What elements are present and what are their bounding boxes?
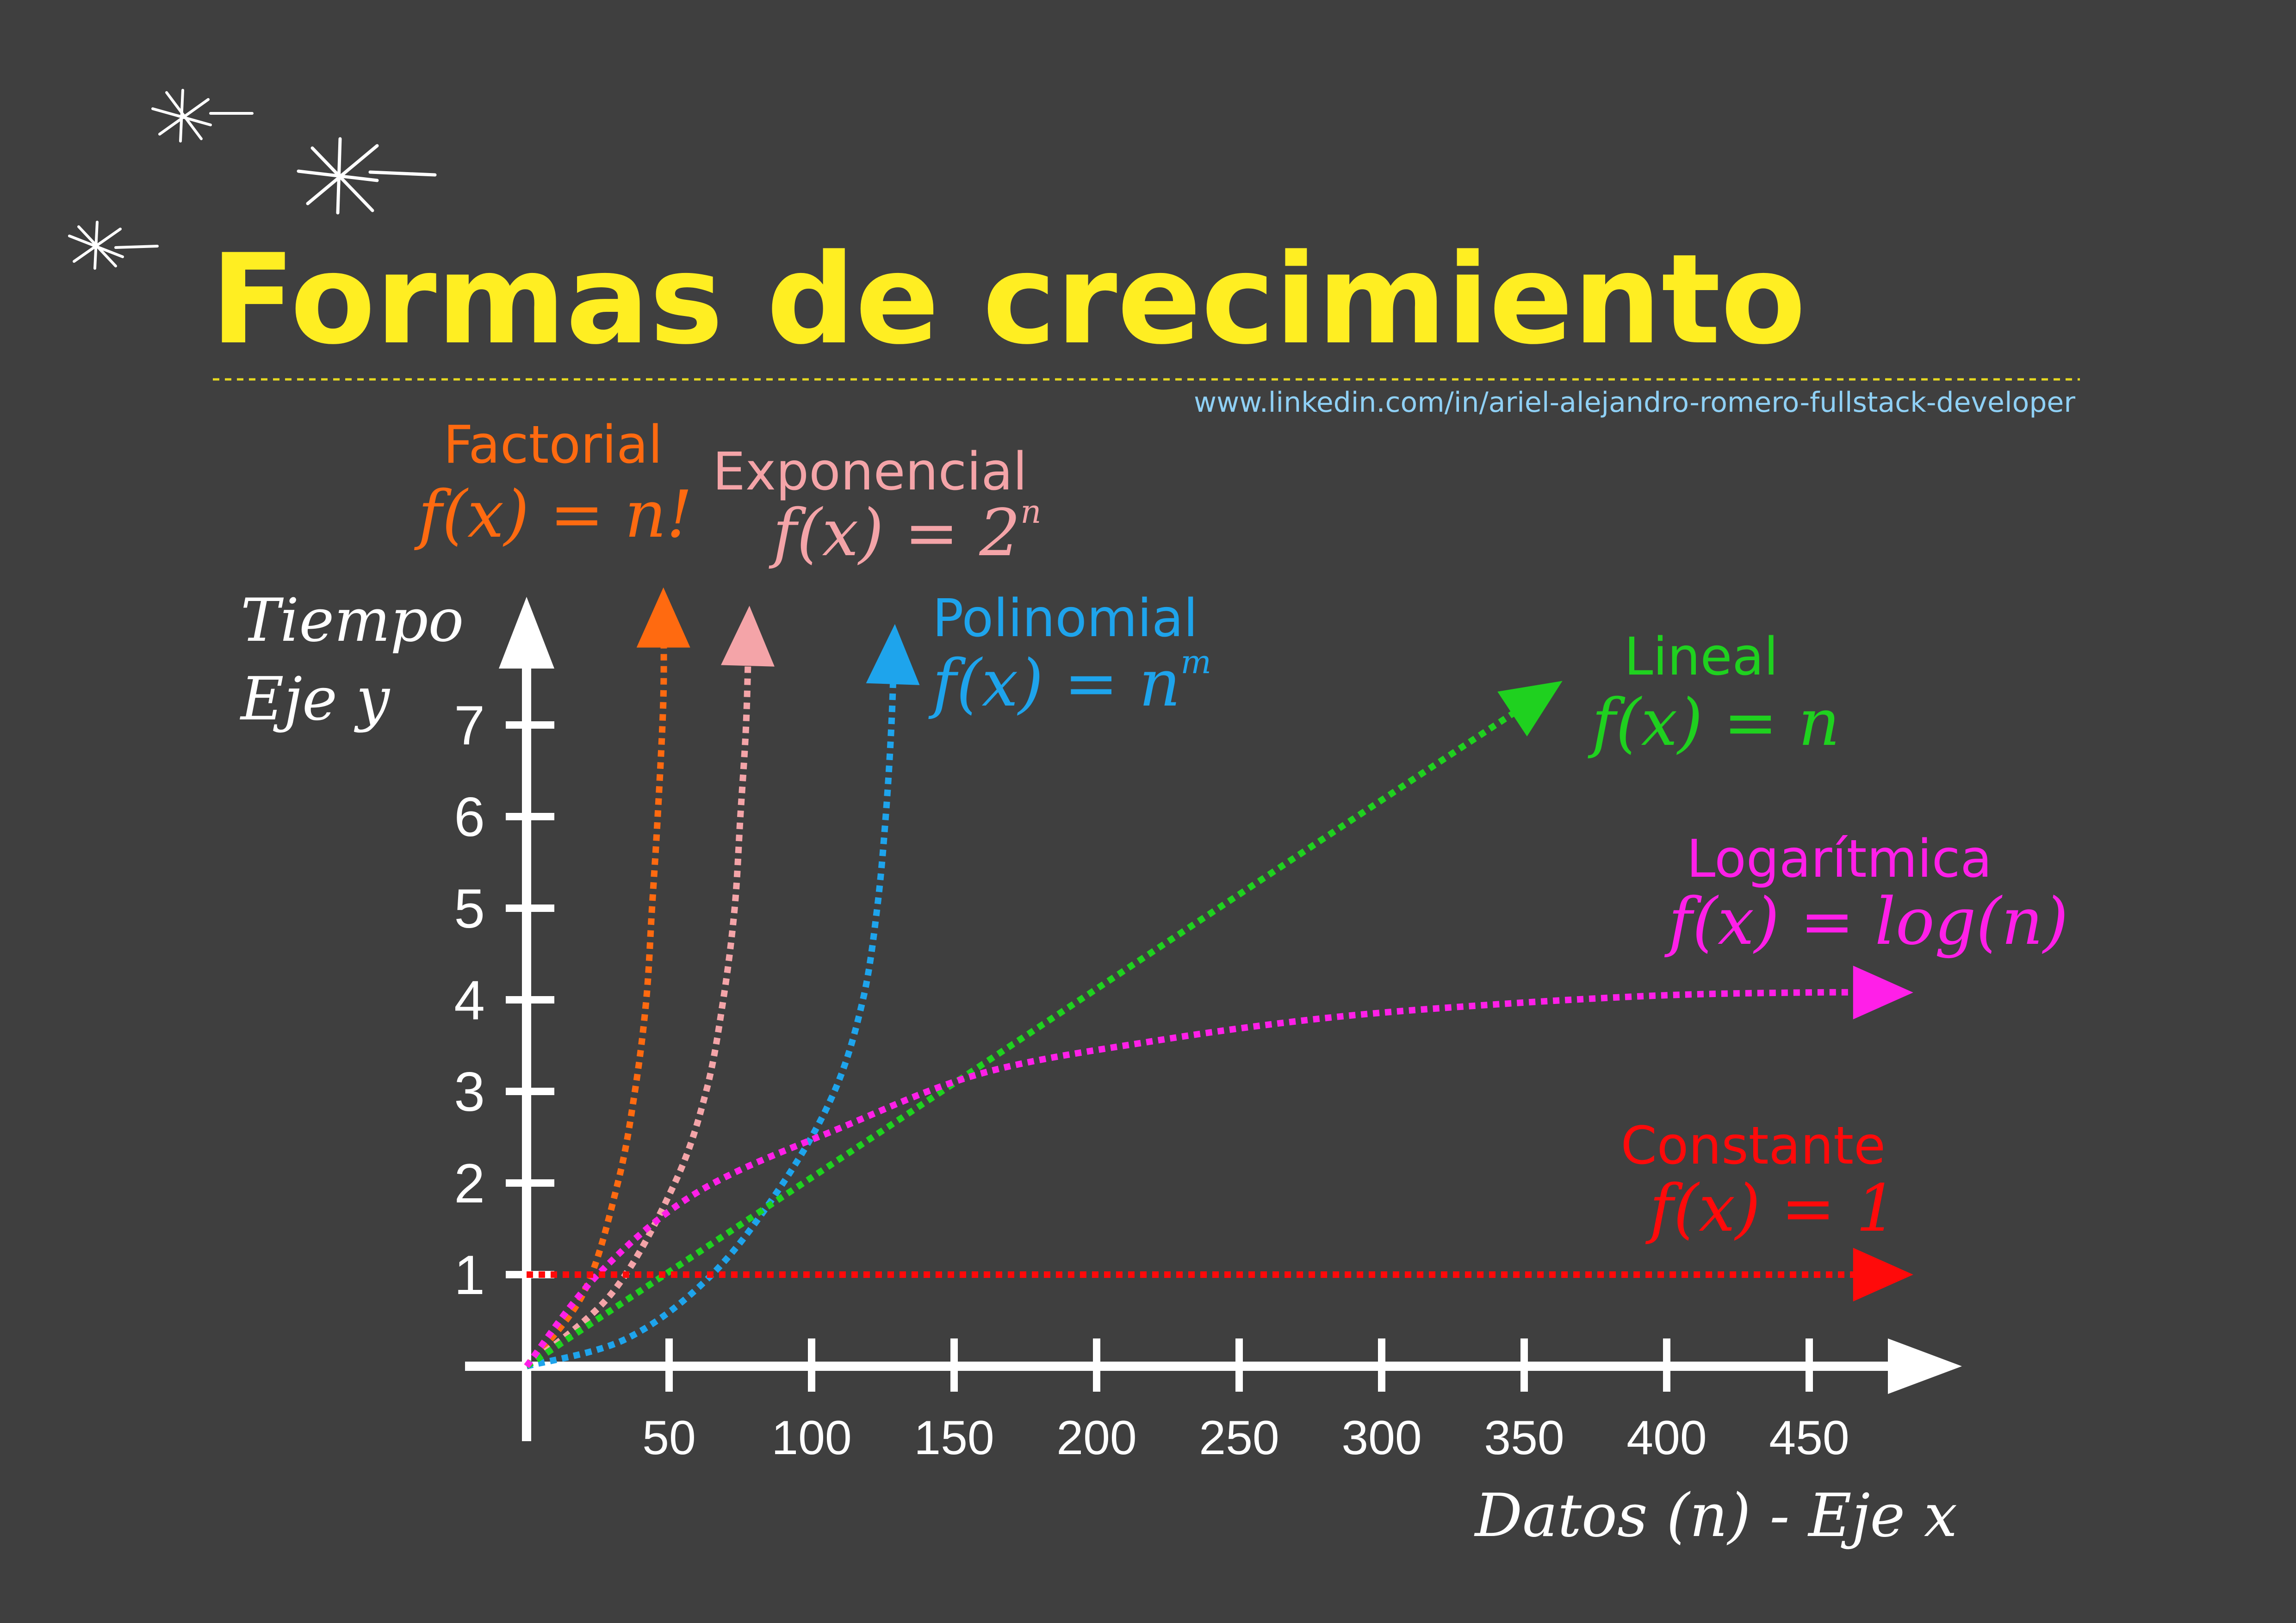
series-line-logaritmica (524, 989, 1895, 1369)
x-tick-label: 400 (1626, 1411, 1707, 1465)
series-arrow-exponencial (721, 606, 775, 667)
y-tick-label: 2 (454, 1152, 485, 1214)
series-arrow-polinomial (866, 624, 920, 685)
factorial-label: Factorial f(x) = n! (414, 415, 693, 552)
y-axis-label-line1: Tiempo (241, 586, 464, 655)
x-tick-label: 250 (1199, 1411, 1279, 1465)
series-formula-lineal: f(x) = n (1588, 685, 1840, 761)
series-name-exponencial: Exponencial (713, 442, 1027, 502)
x-tick-label: 350 (1484, 1411, 1564, 1465)
series-arrow-constante (1853, 1248, 1913, 1301)
x-tick-label: 100 (771, 1411, 852, 1465)
sparkle-icon (151, 89, 254, 142)
linkedin-link[interactable]: www.linkedin.com/in/ariel-alejandro-rome… (1194, 386, 2075, 419)
series-line-lineal (525, 688, 1549, 1369)
x-axis-arrow (1888, 1338, 1962, 1394)
x-axis-label: Datos (n) - Eje x (1474, 1481, 1958, 1550)
y-axis-arrow (499, 597, 554, 669)
series-line-polinomial (526, 642, 898, 1369)
x-tick-label: 200 (1056, 1411, 1137, 1465)
series-formula-factorial: f(x) = n! (414, 477, 693, 552)
series-arrow-factorial (636, 587, 690, 648)
x-tick-label: 450 (1769, 1411, 1849, 1465)
series-arrow-logaritmica (1853, 966, 1913, 1020)
series-line-exponencial (524, 624, 752, 1369)
lineal-label: Lineal f(x) = n (1588, 627, 1840, 761)
series-name-polinomial: Polinomial (932, 588, 1198, 649)
logaritmica-label: Logarítmica f(x) = log(n) (1664, 829, 2068, 960)
series-arrow-lineal (1497, 681, 1563, 737)
series-formula-exponencial: f(x) = 2n (769, 493, 1041, 571)
polinomial-label: Polinomial f(x) = nm (928, 588, 1211, 721)
series-name-constante: Constante (1621, 1116, 1886, 1176)
x-tick-label: 150 (914, 1411, 994, 1465)
y-tick-label: 3 (454, 1061, 485, 1123)
y-tick-label: 5 (454, 878, 485, 940)
constante-label: Constante f(x) = 1 (1621, 1116, 1897, 1246)
series-name-logaritmica: Logarítmica (1687, 829, 1992, 889)
x-tick-label: 300 (1341, 1411, 1422, 1465)
series-formula-logaritmica: f(x) = log(n) (1664, 884, 2068, 960)
exponencial-label: Exponencial f(x) = 2n (713, 442, 1041, 571)
y-tick-label: 1 (454, 1244, 485, 1306)
series-formula-polinomial: f(x) = nm (928, 643, 1211, 721)
sparkle-icon (297, 137, 437, 215)
page-title: Formas de crecimiento (211, 228, 1806, 372)
series-name-lineal: Lineal (1624, 627, 1778, 687)
y-axis (499, 597, 554, 1441)
y-tick-label: 4 (454, 969, 485, 1031)
series-formula-constante: f(x) = 1 (1645, 1171, 1897, 1246)
x-tick-label: 50 (642, 1411, 696, 1465)
series-name-factorial: Factorial (443, 415, 663, 475)
y-axis-label-line2: Eje y (240, 665, 391, 734)
sparkle-icon (68, 221, 159, 270)
y-tick-label: 6 (454, 786, 485, 848)
series-line-factorial (524, 606, 667, 1369)
y-tick-label: 7 (454, 694, 485, 756)
